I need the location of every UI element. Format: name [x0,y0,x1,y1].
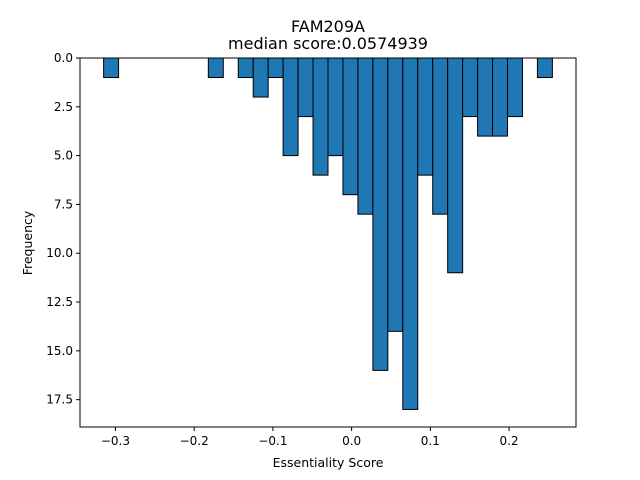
plot-frame [79,57,577,428]
x-ticks: −0.3 −0.2 −0.1 0.0 0.1 0.2 [101,427,519,448]
x-tick-label: 0.1 [421,434,440,448]
histogram-bar [207,57,224,79]
histogram-bar [267,57,284,79]
histogram-bar [357,57,374,215]
histogram-bar [327,57,344,157]
histogram-bar [282,57,299,157]
chart-subtitle: median score:0.0574939 [228,34,428,53]
histogram-bar [103,57,120,79]
x-tick-label: −0.3 [101,434,130,448]
y-tick-label: 15.0 [46,344,73,358]
y-tick-label: 7.5 [54,197,73,211]
y-tick-label: 12.5 [46,295,73,309]
y-tick-label: 5.0 [54,149,73,163]
histogram-bar [477,57,494,137]
y-tick-label: 17.5 [46,393,73,407]
histogram-bar [312,57,329,176]
bars-group [103,57,553,410]
x-tick-label: 0.2 [500,434,519,448]
histogram-bar [447,57,464,274]
y-axis-label: Frequency [20,210,35,275]
histogram-bar [507,57,523,118]
histogram-bar [237,57,254,79]
histogram-bar [387,57,404,332]
chart-title: FAM209A [291,17,365,36]
x-tick-label: −0.2 [180,434,209,448]
histogram-bar [297,57,314,118]
y-tick-label: 10.0 [46,246,73,260]
histogram-bar [402,57,419,410]
histogram-bar [492,57,509,137]
histogram-bar [252,57,269,98]
histogram-bar [417,57,434,176]
histogram-bar [536,57,553,79]
y-ticks: 0.0 2.5 5.0 7.5 10.0 12.5 15.0 17.5 [46,51,80,407]
histogram-bar [462,57,479,118]
y-tick-label: 2.5 [54,100,73,114]
histogram-bar [342,57,359,196]
x-tick-label: −0.1 [258,434,287,448]
x-axis-label: Essentiality Score [273,455,384,470]
y-tick-label: 0.0 [54,51,73,65]
x-tick-label: 0.0 [342,434,361,448]
histogram-bar [432,57,449,215]
histogram-bar [372,57,389,371]
